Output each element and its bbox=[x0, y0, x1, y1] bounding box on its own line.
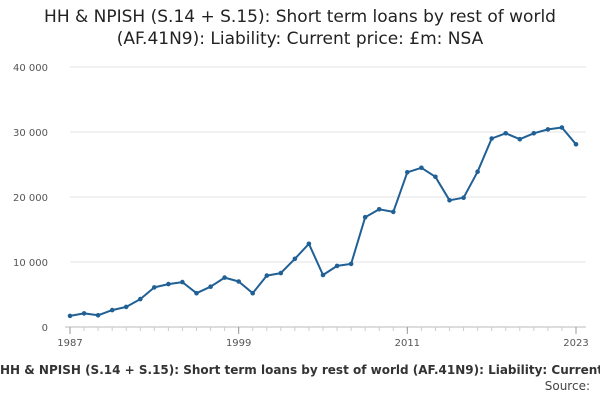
data-point[interactable] bbox=[166, 281, 171, 287]
y-tick-label: 10 000 bbox=[13, 258, 48, 269]
data-point[interactable] bbox=[405, 170, 410, 175]
data-point[interactable] bbox=[362, 214, 368, 220]
chart-title: HH & NPISH (S.14 + S.15): Short term loa… bbox=[44, 7, 556, 49]
data-point[interactable] bbox=[138, 296, 143, 302]
data-point[interactable] bbox=[447, 198, 452, 203]
x-tick-label: 1999 bbox=[226, 338, 251, 349]
y-tick-label: 20 000 bbox=[13, 193, 48, 204]
data-point[interactable] bbox=[81, 311, 87, 316]
y-tick-label: 0 bbox=[42, 323, 48, 334]
data-point[interactable] bbox=[292, 256, 298, 262]
footer-title: HH & NPISH (S.14 + S.15): Short term loa… bbox=[0, 363, 600, 377]
data-point[interactable] bbox=[559, 125, 565, 130]
data-point[interactable] bbox=[503, 131, 509, 136]
data-point[interactable] bbox=[152, 285, 157, 290]
series-line bbox=[69, 126, 577, 317]
data-point[interactable] bbox=[194, 290, 199, 296]
data-point[interactable] bbox=[419, 165, 424, 171]
data-point[interactable] bbox=[67, 313, 73, 319]
data-point[interactable] bbox=[109, 307, 115, 313]
data-point[interactable] bbox=[391, 209, 396, 215]
data-point[interactable] bbox=[236, 279, 241, 284]
grid-lines bbox=[70, 66, 586, 263]
data-point[interactable] bbox=[475, 169, 480, 174]
data-point[interactable] bbox=[320, 272, 326, 278]
data-point[interactable] bbox=[517, 136, 523, 142]
y-tick-label: 30 000 bbox=[13, 128, 48, 139]
x-tick-label: 1987 bbox=[57, 338, 82, 349]
x-axis-labels: 1987 1999 2011 2023 bbox=[57, 338, 588, 349]
data-point[interactable] bbox=[334, 263, 340, 269]
y-axis-labels: 0 10 000 20 000 30 000 40 000 bbox=[13, 63, 48, 334]
data-point[interactable] bbox=[123, 304, 129, 310]
data-point[interactable] bbox=[573, 142, 579, 147]
x-axis bbox=[65, 326, 586, 334]
data-point[interactable] bbox=[348, 261, 354, 267]
chart-footer: HH & NPISH (S.14 + S.15): Short term loa… bbox=[0, 362, 600, 394]
data-point[interactable] bbox=[264, 273, 270, 278]
data-point[interactable] bbox=[376, 207, 382, 212]
data-point[interactable] bbox=[545, 127, 551, 132]
series bbox=[67, 125, 579, 319]
x-tick-label: 2011 bbox=[395, 338, 420, 349]
y-tick-label: 40 000 bbox=[13, 63, 48, 74]
data-point[interactable] bbox=[278, 270, 284, 276]
data-point[interactable] bbox=[180, 279, 185, 285]
data-point[interactable] bbox=[222, 275, 227, 280]
data-point[interactable] bbox=[95, 313, 101, 318]
data-point[interactable] bbox=[208, 284, 213, 290]
data-point[interactable] bbox=[461, 195, 466, 200]
data-point[interactable] bbox=[250, 290, 255, 296]
data-point[interactable] bbox=[531, 131, 537, 136]
data-point[interactable] bbox=[306, 241, 312, 247]
x-tick-label: 2023 bbox=[563, 338, 588, 349]
data-point[interactable] bbox=[433, 174, 438, 180]
data-point[interactable] bbox=[489, 136, 495, 141]
source-label: Source: bbox=[544, 379, 590, 393]
